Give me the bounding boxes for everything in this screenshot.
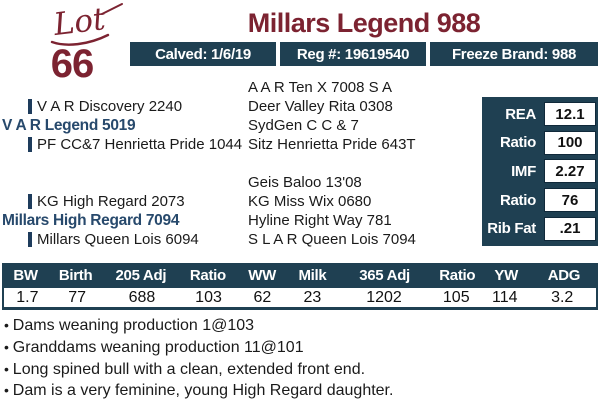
info-bar: Calved: 1/6/19 Reg #: 19619540 Freeze Br… — [130, 42, 598, 66]
value-milk: 23 — [303, 288, 322, 306]
value-birth: 77 — [68, 288, 86, 306]
header-yw: YW — [494, 267, 518, 284]
pedigree-row: Millars Queen Lois 6094 S L A R Queen Lo… — [0, 230, 482, 249]
dam-granddam: Millars Queen Lois 6094 — [37, 231, 199, 248]
pedigree-bracket-bar — [28, 137, 32, 152]
dam-pedigree-block: Geis Baloo 13'08 KG High Regard 2073 KG … — [0, 173, 482, 249]
pedigree-bracket-bar — [28, 99, 32, 114]
note-dam-feminine: Dam is a very feminine, young High Regar… — [4, 380, 596, 402]
note-dams-weaning: Dams weaning production 1@103 — [4, 315, 596, 337]
sire-granddam: PF CC&7 Henrietta Pride 1044 — [37, 136, 243, 153]
notes-list: Dams weaning production 1@103 Granddams … — [4, 315, 596, 402]
performance-table-values: 1.7 77 688 103 62 23 1202 105 114 3.2 — [2, 288, 598, 310]
stats-row: Ratio 76 — [484, 186, 596, 215]
pedigree-row: Millars High Regard 7094 Hyline Right Wa… — [0, 211, 482, 230]
pedigree-row: Geis Baloo 13'08 — [0, 173, 482, 192]
stat-label-imf-ratio: Ratio — [499, 191, 536, 209]
dam-grandsire-sire: Geis Baloo 13'08 — [248, 174, 362, 191]
sire-granddam-sire: SydGen C C & 7 — [248, 117, 359, 134]
pedigree-row: PF CC&7 Henrietta Pride 1044 Sitz Henrie… — [0, 135, 482, 154]
header-milk: Milk — [298, 267, 327, 284]
carcass-stats-box: REA 12.1 Ratio 100 IMF 2.27 Ratio 76 Rib… — [482, 97, 598, 246]
header-365-adj: 365 Adj — [359, 267, 410, 284]
stat-value-rea-ratio: 100 — [544, 130, 596, 155]
pedigree-row: KG High Regard 2073 KG Miss Wix 0680 — [0, 192, 482, 211]
calved-date: Calved: 1/6/19 — [130, 42, 276, 66]
dam-grandsire: KG High Regard 2073 — [37, 193, 185, 210]
animal-name-title: Millars Legend 988 — [247, 8, 481, 38]
lot-number: 66 — [50, 42, 95, 86]
sire-grandsire-sire: A A R Ten X 7008 S A — [248, 79, 393, 96]
stats-row: Ratio 100 — [484, 129, 596, 158]
stat-value-rib-fat: .21 — [544, 216, 596, 241]
header-ww: WW — [248, 267, 276, 284]
value-bw: 1.7 — [16, 288, 39, 306]
value-ww: 62 — [253, 288, 272, 306]
value-365-adj: 1202 — [366, 288, 402, 306]
lot-underline-flourish — [50, 33, 110, 46]
value-205-adj: 688 — [128, 288, 156, 306]
stats-row: IMF 2.27 — [484, 157, 596, 186]
dam-granddam-dam: S L A R Queen Lois 7094 — [248, 231, 416, 248]
stat-label-rea: REA — [505, 105, 536, 123]
value-yw: 114 — [492, 288, 518, 306]
stat-value-imf: 2.27 — [544, 159, 596, 184]
stat-label-rea-ratio: Ratio — [499, 134, 536, 152]
stats-row: REA 12.1 — [484, 100, 596, 129]
header-birth: Birth — [58, 267, 93, 284]
sire-name: V A R Legend 5019 — [2, 116, 136, 134]
dam-grandsire-dam: KG Miss Wix 0680 — [248, 193, 372, 210]
registration-number: Reg #: 19619540 — [280, 42, 426, 66]
freeze-brand: Freeze Brand: 988 — [430, 42, 598, 66]
header-ratio-1: Ratio — [189, 267, 226, 284]
stats-row: Rib Fat .21 — [484, 214, 596, 243]
value-ratio-1: 103 — [195, 288, 222, 306]
dam-granddam-sire: Hyline Right Way 781 — [248, 212, 392, 229]
value-adg: 3.2 — [551, 288, 574, 306]
stat-label-rib-fat: Rib Fat — [487, 220, 536, 238]
pedigree-bracket-bar — [28, 194, 32, 209]
lot-label: Lot — [51, 2, 108, 43]
sire-granddam-dam: Sitz Henrietta Pride 643T — [248, 136, 416, 153]
note-long-spined: Long spined bull with a clean, extended … — [4, 359, 596, 381]
pedigree-row: A A R Ten X 7008 S A — [0, 78, 482, 97]
value-ratio-2: 105 — [442, 288, 470, 306]
performance-table-header: BW Birth 205 Adj Ratio WW Milk 365 Adj R… — [2, 263, 598, 288]
note-granddams-weaning: Granddams weaning production 11@101 — [4, 337, 596, 359]
header-bw: BW — [13, 267, 38, 284]
pedigree-row: V A R Discovery 2240 Deer Valley Rita 03… — [0, 97, 482, 116]
pedigree-row: V A R Legend 5019 SydGen C C & 7 — [0, 116, 482, 135]
stat-value-imf-ratio: 76 — [544, 188, 596, 213]
sire-grandsire: V A R Discovery 2240 — [37, 98, 183, 115]
sire-pedigree-block: A A R Ten X 7008 S A V A R Discovery 224… — [0, 78, 482, 154]
stat-label-imf: IMF — [511, 162, 536, 180]
header-adg: ADG — [547, 267, 581, 284]
lot-script-graphic: Lot — [50, 2, 123, 46]
performance-table: BW Birth 205 Adj Ratio WW Milk 365 Adj R… — [2, 263, 598, 310]
dam-name: Millars High Regard 7094 — [2, 211, 180, 229]
header-205-adj: 205 Adj — [115, 267, 167, 284]
lot-t-crossbar-flourish — [101, 3, 123, 15]
lot-badge: Lot 66 — [28, 2, 132, 86]
stat-value-rea: 12.1 — [544, 102, 596, 127]
sire-grandsire-dam: Deer Valley Rita 0308 — [248, 98, 393, 115]
header-ratio-2: Ratio — [439, 267, 476, 284]
pedigree-bracket-bar — [28, 232, 32, 247]
